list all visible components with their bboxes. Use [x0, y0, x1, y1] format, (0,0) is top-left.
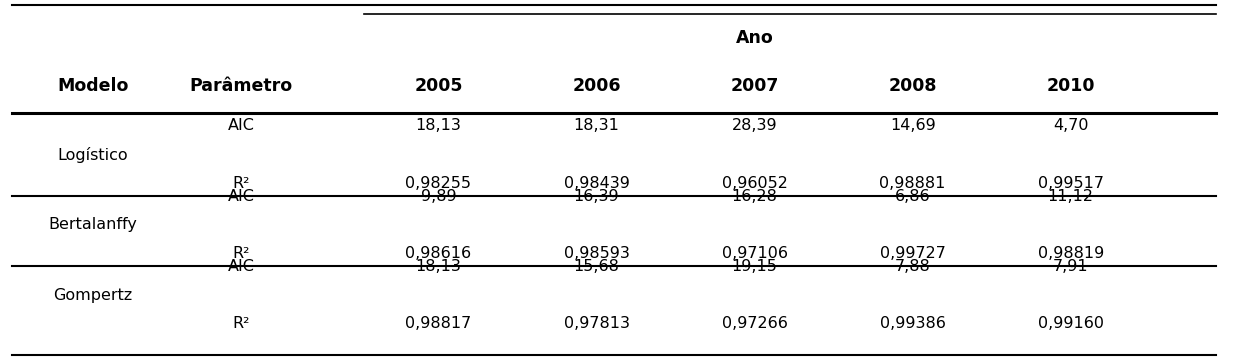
Text: 15,68: 15,68 [573, 259, 620, 274]
Text: 0,97106: 0,97106 [721, 246, 788, 261]
Text: 0,98439: 0,98439 [563, 176, 630, 191]
Text: 0,98819: 0,98819 [1037, 246, 1104, 261]
Text: AIC: AIC [227, 118, 254, 134]
Text: 18,13: 18,13 [415, 118, 462, 134]
Text: Parâmetro: Parâmetro [189, 77, 293, 95]
Text: R²: R² [232, 246, 249, 261]
Text: 0,98881: 0,98881 [879, 176, 946, 191]
Text: 2006: 2006 [572, 77, 621, 95]
Text: 0,97266: 0,97266 [721, 316, 788, 332]
Text: 0,99517: 0,99517 [1037, 176, 1104, 191]
Text: R²: R² [232, 316, 249, 332]
Text: R²: R² [232, 176, 249, 191]
Text: 11,12: 11,12 [1047, 189, 1094, 204]
Text: 18,13: 18,13 [415, 259, 462, 274]
Text: 14,69: 14,69 [889, 118, 936, 134]
Text: 0,99160: 0,99160 [1037, 316, 1104, 332]
Text: Ano: Ano [736, 29, 773, 47]
Text: Logístico: Logístico [57, 147, 128, 163]
Text: AIC: AIC [227, 259, 254, 274]
Text: 0,99386: 0,99386 [879, 316, 946, 332]
Text: 2007: 2007 [730, 77, 779, 95]
Text: Bertalanffy: Bertalanffy [48, 217, 137, 233]
Text: 18,31: 18,31 [573, 118, 620, 134]
Text: AIC: AIC [227, 189, 254, 204]
Text: 9,89: 9,89 [421, 189, 456, 204]
Text: 0,96052: 0,96052 [721, 176, 788, 191]
Text: 0,98817: 0,98817 [405, 316, 472, 332]
Text: 28,39: 28,39 [732, 118, 777, 134]
Text: 0,98255: 0,98255 [405, 176, 472, 191]
Text: 16,28: 16,28 [731, 189, 778, 204]
Text: Modelo: Modelo [57, 77, 128, 95]
Text: 19,15: 19,15 [731, 259, 778, 274]
Text: 0,99727: 0,99727 [879, 246, 946, 261]
Text: 0,98593: 0,98593 [563, 246, 630, 261]
Text: 4,70: 4,70 [1053, 118, 1088, 134]
Text: Gompertz: Gompertz [53, 288, 132, 303]
Text: 2008: 2008 [888, 77, 937, 95]
Text: 7,91: 7,91 [1053, 259, 1088, 274]
Text: 7,88: 7,88 [895, 259, 930, 274]
Text: 2010: 2010 [1046, 77, 1095, 95]
Text: 6,86: 6,86 [895, 189, 930, 204]
Text: 0,98616: 0,98616 [405, 246, 472, 261]
Text: 0,97813: 0,97813 [563, 316, 630, 332]
Text: 16,39: 16,39 [574, 189, 619, 204]
Text: 2005: 2005 [414, 77, 463, 95]
